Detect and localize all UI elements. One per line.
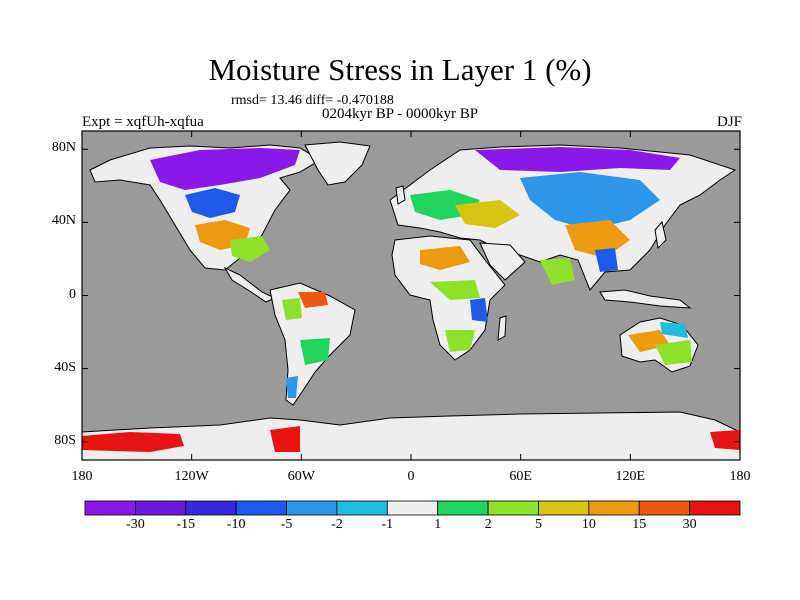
land-central-america <box>223 266 277 303</box>
colorbar-label: -15 <box>176 517 196 532</box>
colorbar-swatch <box>487 500 539 516</box>
patch-amazon-green <box>282 298 302 320</box>
experiment-label: Expt = xqfUh-xqfua <box>82 114 204 130</box>
patch-eastafrica-blue <box>470 298 488 322</box>
patch-australia-blue <box>660 322 688 338</box>
colorbar-label: -5 <box>280 517 293 532</box>
patch-patagonia-blue <box>286 376 298 398</box>
period-text: 0204kyr BP - 0000kyr BP <box>322 106 479 122</box>
colorbar-swatch <box>689 500 741 516</box>
colorbar-label: 5 <box>534 517 542 532</box>
colorbar-swatch <box>336 500 388 516</box>
colorbar-label: 10 <box>581 517 596 532</box>
patch-china-blue <box>595 248 618 272</box>
lon-label: 120W <box>174 469 209 484</box>
land-madagascar <box>497 315 507 341</box>
colorbar-label: 30 <box>682 517 697 532</box>
colorbar-swatch <box>588 500 640 516</box>
colorbar-label: 2 <box>484 517 492 532</box>
colorbar-label: 1 <box>434 517 442 532</box>
lon-label: 0 <box>407 469 415 484</box>
patch-canada-blue <box>185 188 240 218</box>
land-britain <box>395 185 406 205</box>
colorbar-swatch <box>185 500 237 516</box>
patch-siberia-purple <box>475 147 680 172</box>
season-label: DJF <box>716 114 742 130</box>
colorbar-swatch <box>538 500 590 516</box>
lat-label: 0 <box>69 286 76 302</box>
patch-antarctica-red-peninsula <box>270 426 300 452</box>
lat-label: 40S <box>54 359 76 375</box>
colorbar-swatch <box>386 500 439 516</box>
colorbar-swatch <box>437 500 489 516</box>
land-greenland <box>304 141 371 186</box>
patch-sahel-green <box>430 280 480 300</box>
patch-asia-blue <box>520 172 660 230</box>
lon-label: 60W <box>287 469 315 484</box>
colorbar-swatch <box>286 500 338 516</box>
lat-label: 80N <box>51 140 76 156</box>
stats-text: rmsd= 13.46 diff= -0.470188 <box>231 93 394 108</box>
colorbar-label: -30 <box>126 517 145 532</box>
patch-amazon-orange <box>298 292 328 308</box>
lat-label: 40N <box>51 213 76 229</box>
colorbar-swatch <box>638 500 691 516</box>
patch-antarctica-red-west <box>82 432 184 452</box>
land-indonesia <box>599 289 692 309</box>
land-arabia <box>479 242 526 281</box>
lat-label: 80S <box>54 432 76 448</box>
patch-southamerica-green <box>300 338 330 365</box>
patch-europe-yellow <box>455 200 520 228</box>
colorbar-swatch <box>84 500 136 516</box>
lon-label: 180 <box>71 469 93 484</box>
colorbar-label: -1 <box>381 517 394 532</box>
colorbar-swatch <box>134 500 187 516</box>
lon-label: 120E <box>615 469 646 484</box>
land-antarctica <box>82 411 740 460</box>
map-title: Moisture Stress in Layer 1 (%) <box>208 52 592 87</box>
lon-label: 180 <box>729 469 751 484</box>
patch-canada-purple <box>150 148 300 190</box>
colorbar-label: 15 <box>632 517 647 532</box>
colorbar-swatch <box>235 500 287 516</box>
patch-india-green <box>540 258 575 285</box>
patch-southafrica-green <box>445 330 475 352</box>
patch-us-green <box>230 236 270 262</box>
land-japan <box>654 220 667 250</box>
patch-africa-orange <box>420 246 470 270</box>
colorbar-label: -10 <box>226 517 246 532</box>
lon-label: 60E <box>509 469 532 484</box>
patch-antarctica-red-east <box>710 430 740 450</box>
patch-australia-green <box>655 340 692 365</box>
colorbar-label: -2 <box>331 517 343 532</box>
